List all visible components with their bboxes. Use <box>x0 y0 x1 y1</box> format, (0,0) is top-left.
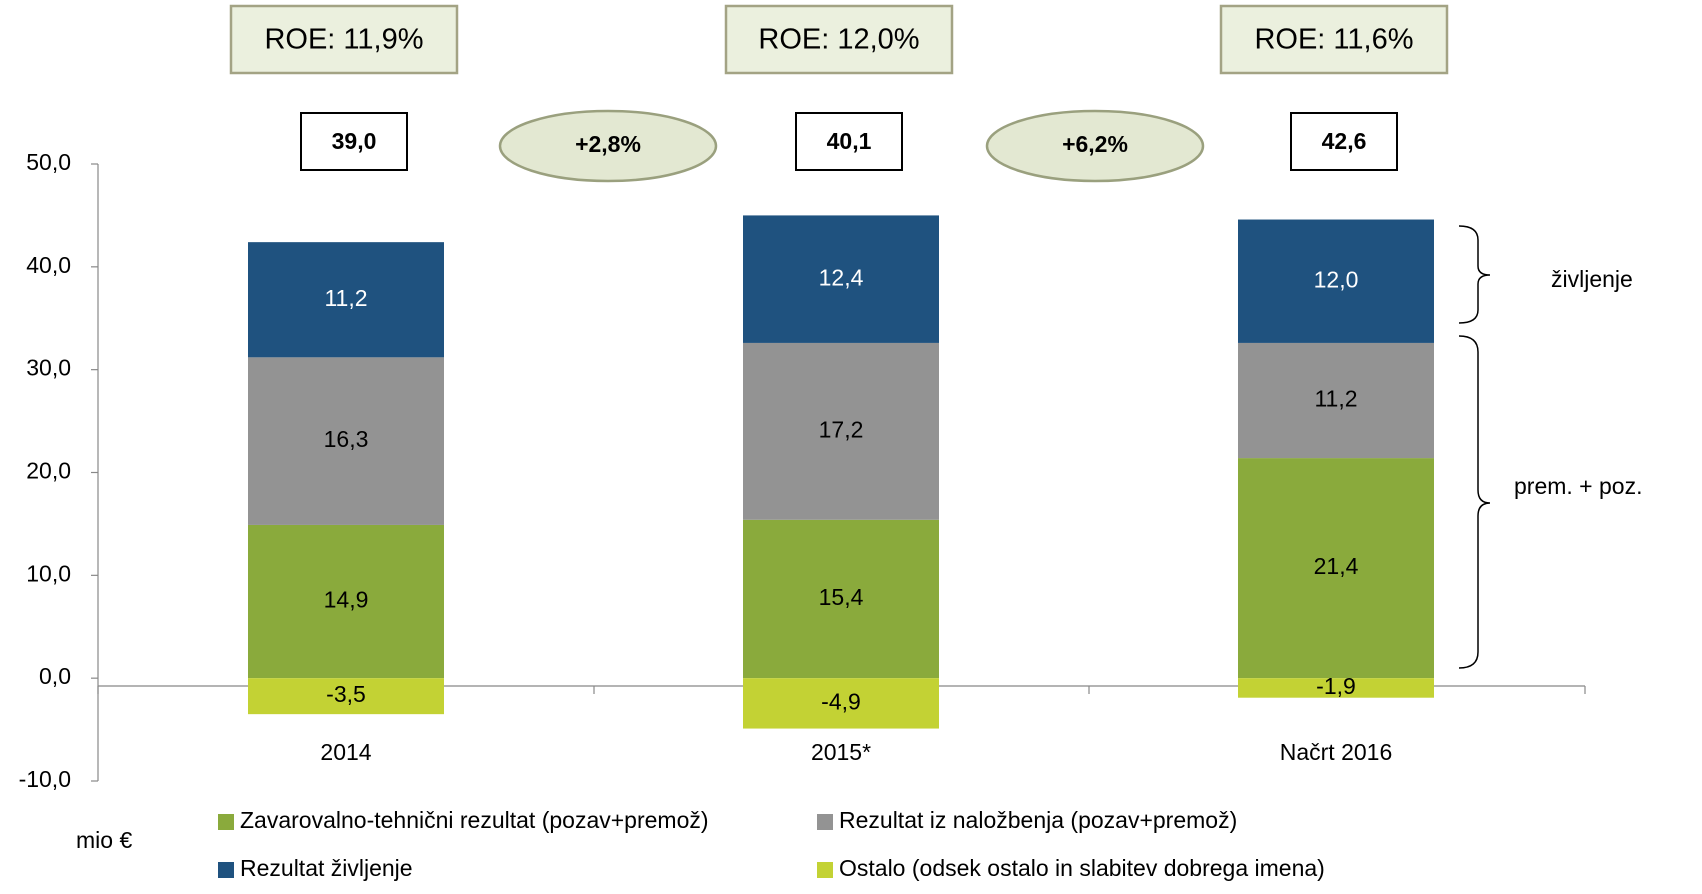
y-tick-label: 20,0 <box>26 458 71 484</box>
bar-segment <box>248 524 444 679</box>
total-label: 40,1 <box>827 128 872 154</box>
legend-swatch <box>817 862 833 878</box>
x-tick-label: 2015* <box>811 739 871 765</box>
total-box <box>1290 112 1398 171</box>
value-label: 14,9 <box>324 587 369 613</box>
growth-label: +2,8% <box>575 131 641 157</box>
bar-segment <box>743 678 939 729</box>
growth-label: +6,2% <box>1062 131 1128 157</box>
y-tick-label: -10,0 <box>19 766 71 792</box>
y-unit: mio € <box>76 827 132 853</box>
roe-label: ROE: 11,6% <box>1254 24 1413 56</box>
value-label: 16,3 <box>324 426 369 452</box>
bar-segment <box>1238 458 1434 679</box>
value-label: 17,2 <box>819 416 864 442</box>
y-tick-label: 50,0 <box>26 149 71 175</box>
bracket-label: življenje <box>1551 266 1633 292</box>
value-label: 11,2 <box>1314 386 1357 412</box>
bar-segment <box>1238 678 1434 698</box>
value-label: -1,9 <box>1316 673 1356 699</box>
y-tick-label: 10,0 <box>26 560 71 586</box>
bracket <box>1458 335 1491 669</box>
total-box <box>795 112 903 171</box>
y-tick-label: 0,0 <box>39 663 71 689</box>
legend-label: Rezultat iz naložbenja (pozav+premož) <box>839 807 1237 833</box>
bar-segment <box>1238 342 1434 459</box>
legend-label: Ostalo (odsek ostalo in slabitev dobrega… <box>839 855 1325 881</box>
growth-ellipse <box>985 109 1205 183</box>
x-tick-label: Načrt 2016 <box>1280 739 1393 765</box>
legend-swatch <box>218 814 234 830</box>
value-label: 12,0 <box>1314 266 1359 292</box>
value-label: 12,4 <box>819 264 864 290</box>
growth-ellipse <box>498 109 718 183</box>
total-box <box>300 112 408 171</box>
bar-segment <box>248 242 444 358</box>
total-label: 39,0 <box>332 128 377 154</box>
legend-swatch <box>817 814 833 830</box>
y-tick-label: 30,0 <box>26 355 71 381</box>
legend-swatch <box>218 862 234 878</box>
bar-segment <box>743 215 939 343</box>
roe-label: ROE: 11,9% <box>264 24 423 56</box>
bracket <box>1458 225 1491 324</box>
total-label: 42,6 <box>1322 128 1367 154</box>
value-label: -4,9 <box>821 688 861 714</box>
bar-segment <box>1238 219 1434 343</box>
roe-box <box>724 4 954 75</box>
roe-box <box>229 4 459 75</box>
legend-label: Rezultat življenje <box>240 855 413 881</box>
y-tick-label: 40,0 <box>26 252 71 278</box>
bar-segment <box>743 519 939 679</box>
legend-label: Zavarovalno-tehnični rezultat (pozav+pre… <box>240 807 709 833</box>
bar-segment <box>248 678 444 715</box>
value-label: 15,4 <box>819 584 864 610</box>
value-label: -3,5 <box>326 681 366 707</box>
roe-box <box>1219 4 1449 75</box>
bar-segment <box>248 357 444 525</box>
x-tick-label: 2014 <box>320 739 371 765</box>
value-label: 21,4 <box>1314 553 1359 579</box>
category-ticks <box>97 686 1586 694</box>
bracket-label: prem. + poz. <box>1514 473 1642 499</box>
roe-label: ROE: 12,0% <box>758 24 919 56</box>
bar-segment <box>743 342 939 520</box>
value-label: 11,2 <box>324 285 367 311</box>
